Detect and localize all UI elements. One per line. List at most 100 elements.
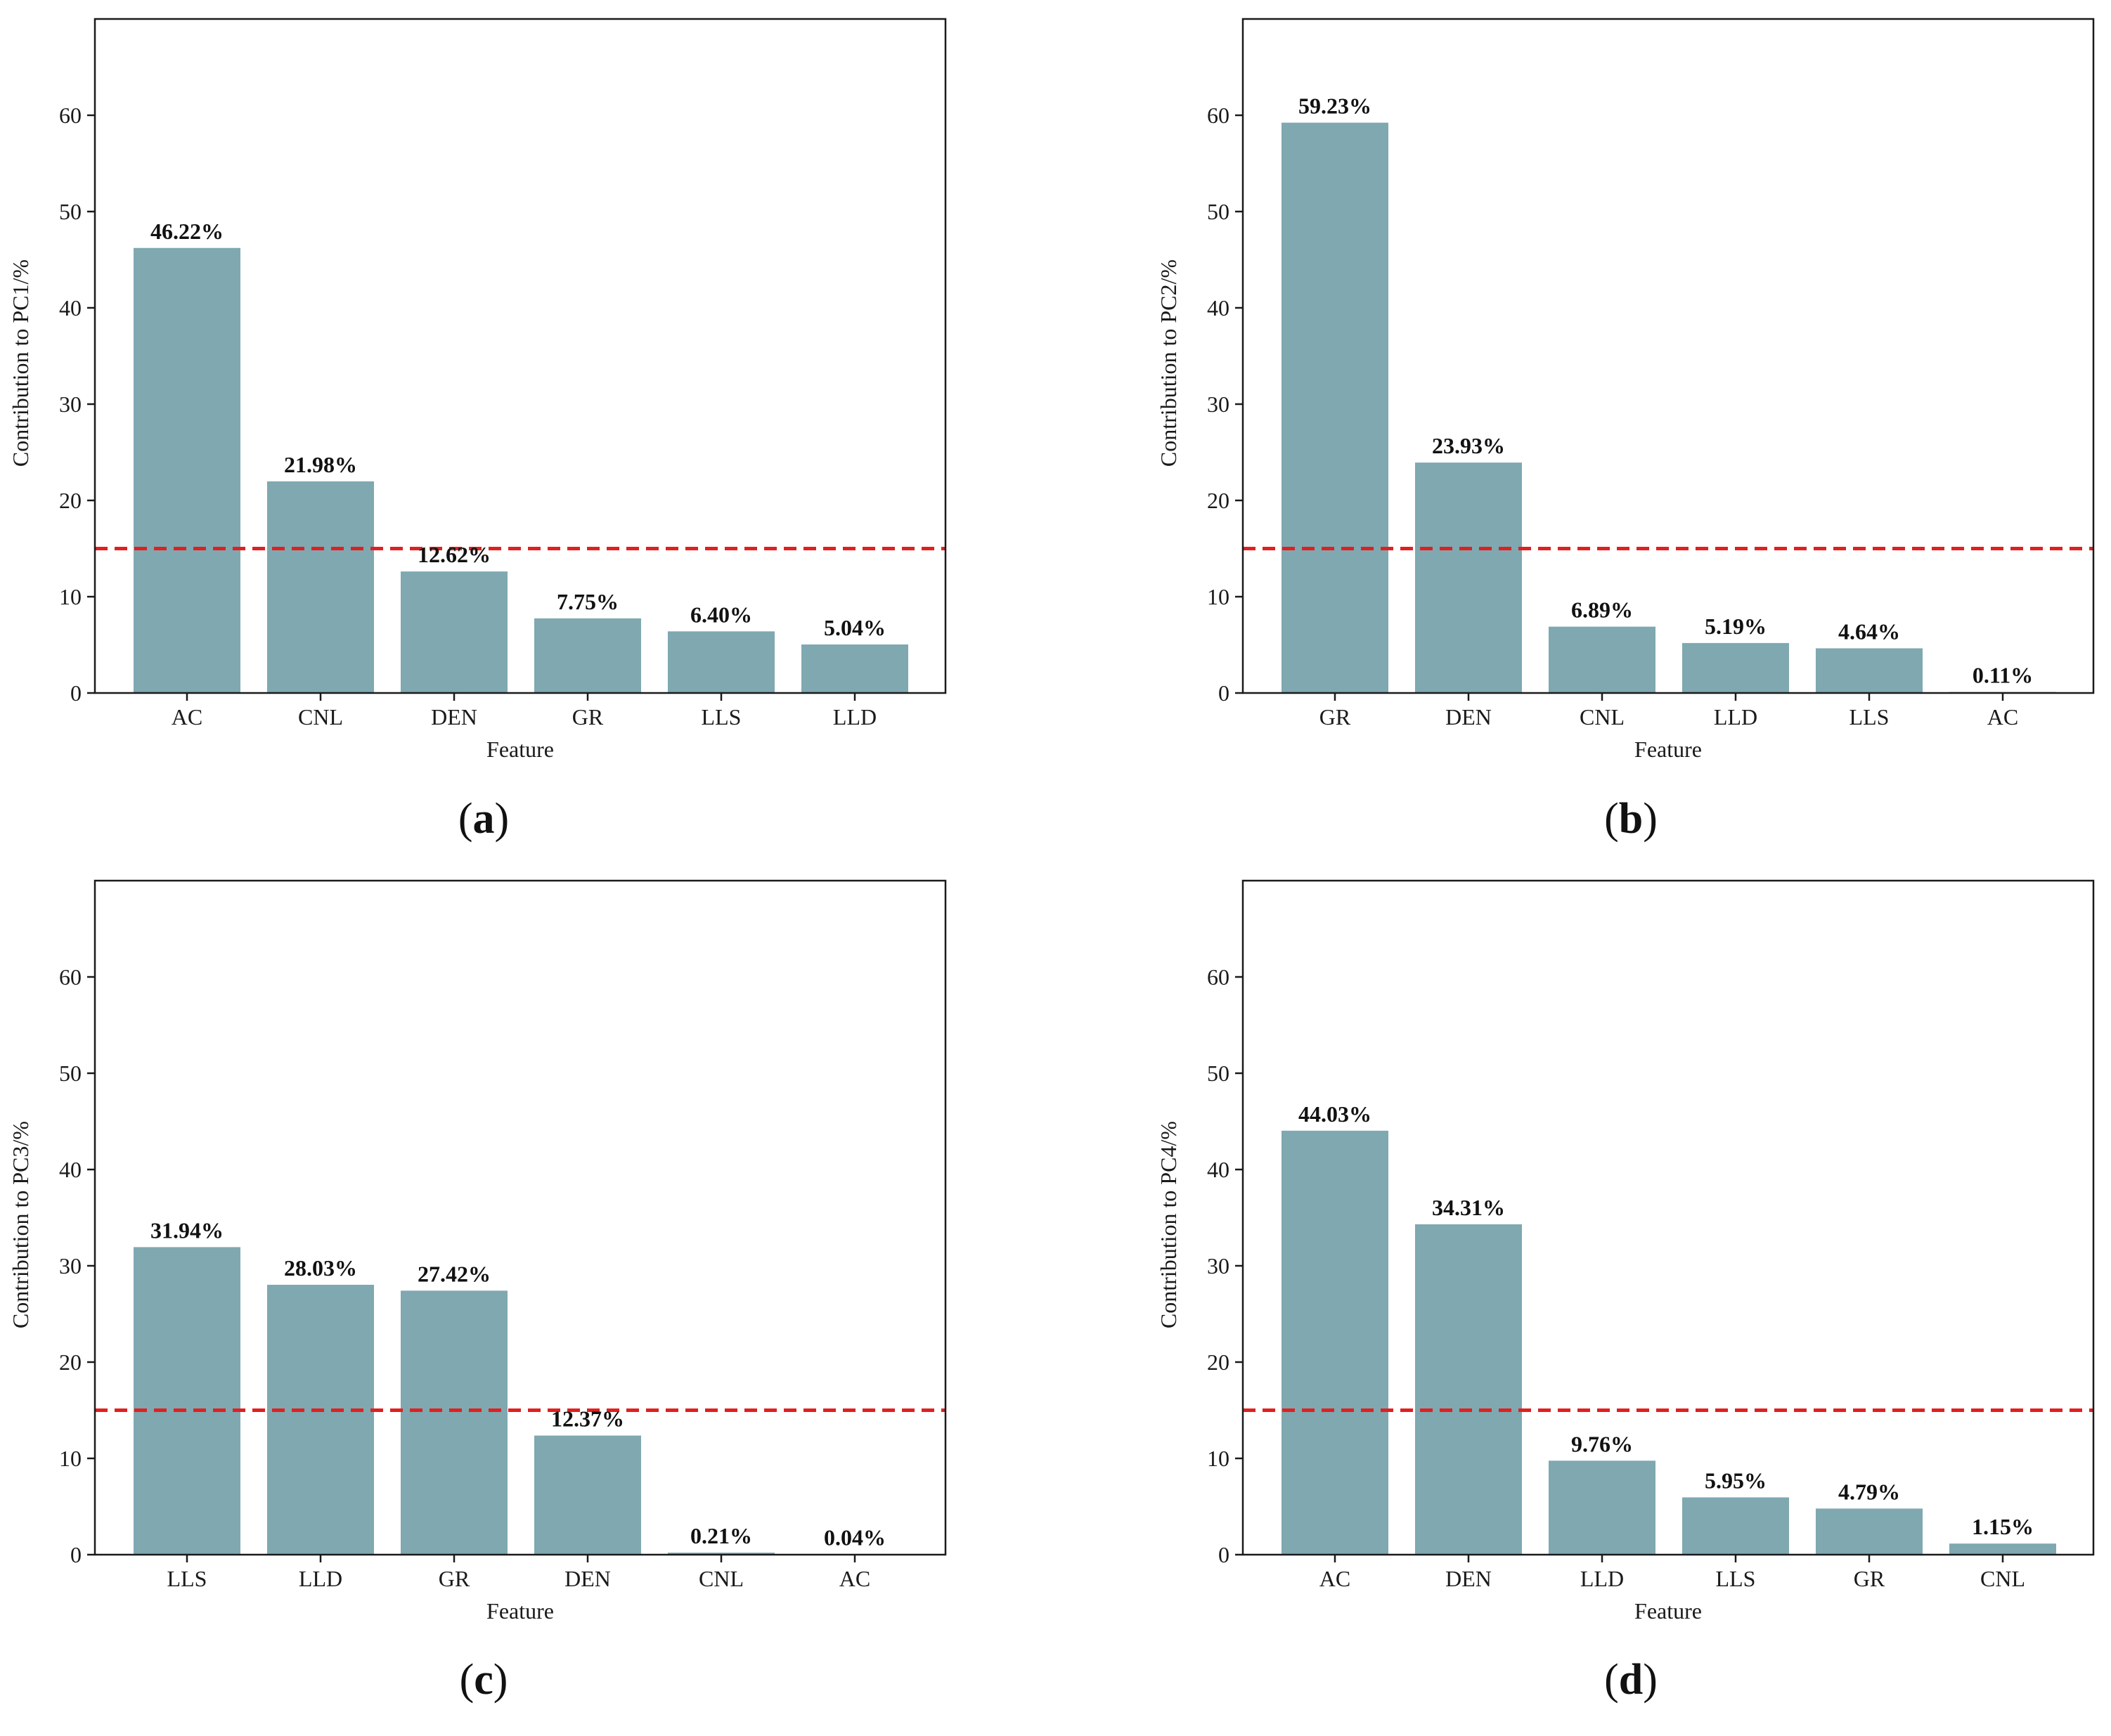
y-tick-label: 60 <box>1207 103 1229 128</box>
y-axis-label: Contribution to PC1/% <box>8 259 33 467</box>
x-tick-label: LLS <box>167 1566 207 1591</box>
bar-den <box>534 1435 641 1555</box>
x-tick-label: DEN <box>431 704 477 730</box>
y-tick-label: 50 <box>59 199 82 224</box>
data-label: 1.15% <box>1972 1514 2034 1539</box>
bar-den <box>1415 462 1522 693</box>
panel-caption-letter: c <box>474 1656 493 1704</box>
y-tick-label: 0 <box>70 1542 82 1567</box>
panel-caption-letter: d <box>1619 1656 1643 1704</box>
y-tick-label: 60 <box>1207 964 1229 990</box>
x-tick-label: AC <box>1987 704 2018 730</box>
x-tick-label: LLS <box>702 704 742 730</box>
y-tick-label: 20 <box>59 1349 82 1375</box>
y-axis-label: Contribution to PC4/% <box>1156 1121 1181 1328</box>
y-tick-label: 40 <box>59 295 82 320</box>
bar-lls <box>1682 1497 1789 1555</box>
y-tick-label: 20 <box>1207 488 1229 513</box>
x-axis-label: Feature <box>1634 1598 1702 1624</box>
x-tick-label: CNL <box>699 1566 744 1591</box>
bar-lls <box>1816 648 1923 693</box>
y-tick-label: 50 <box>1207 199 1229 224</box>
x-tick-label: AC <box>172 704 202 730</box>
x-tick-label: AC <box>1319 1566 1350 1591</box>
bar-gr <box>1282 122 1388 693</box>
x-axis-label: Feature <box>1634 737 1702 762</box>
data-label: 27.42% <box>418 1261 491 1286</box>
bar-lld <box>267 1284 374 1555</box>
bar-ac <box>134 247 240 693</box>
data-label: 7.75% <box>557 589 619 614</box>
y-tick-label: 10 <box>59 584 82 609</box>
x-tick-label: LLD <box>299 1566 342 1591</box>
x-tick-label: CNL <box>298 704 343 730</box>
bar-cnl <box>1549 626 1655 693</box>
x-tick-label: DEN <box>1445 1566 1492 1591</box>
data-label: 23.93% <box>1432 433 1505 458</box>
y-tick-label: 0 <box>70 680 82 706</box>
y-axis-label: Contribution to PC3/% <box>8 1121 33 1328</box>
data-label: 28.03% <box>284 1255 357 1281</box>
y-tick-label: 40 <box>1207 295 1229 320</box>
y-tick-label: 10 <box>59 1446 82 1471</box>
data-label: 9.76% <box>1571 1431 1633 1456</box>
y-tick-label: 10 <box>1207 1446 1229 1471</box>
bar-den <box>401 571 508 693</box>
data-label: 21.98% <box>284 452 357 477</box>
axes-frame <box>1241 879 2095 1556</box>
bar-cnl <box>1949 1543 2056 1555</box>
bar-gr <box>534 618 641 693</box>
data-label: 44.03% <box>1298 1101 1371 1127</box>
data-label: 0.21% <box>690 1523 752 1548</box>
x-tick-label: LLS <box>1849 704 1890 730</box>
bar-lld <box>1682 642 1789 693</box>
x-tick-label: LLD <box>833 704 877 730</box>
data-label: 31.94% <box>150 1217 224 1243</box>
y-tick-label: 20 <box>1207 1349 1229 1375</box>
x-tick-label: LLD <box>1714 704 1757 730</box>
panel-caption: (a) <box>458 795 509 843</box>
panel-caption: (d) <box>1604 1656 1658 1704</box>
x-tick-label: GR <box>1854 1566 1885 1591</box>
bar-ac <box>1282 1130 1388 1555</box>
chart-panel-b: 59.23% 23.93% 6.89% 5.19% 4.64% 0.11% 0 10 20 30 4… <box>1156 18 2095 843</box>
panel-caption: (c) <box>460 1656 508 1704</box>
x-tick-label: AC <box>839 1566 870 1591</box>
y-tick-label: 10 <box>1207 584 1229 609</box>
data-label: 5.95% <box>1705 1468 1767 1493</box>
y-tick-label: 50 <box>59 1061 82 1086</box>
y-tick-label: 20 <box>59 488 82 513</box>
data-label: 4.64% <box>1838 618 1900 644</box>
data-label: 6.89% <box>1571 597 1633 623</box>
data-label: 34.31% <box>1432 1195 1505 1220</box>
bar-den <box>1415 1224 1522 1555</box>
x-tick-label: DEN <box>1445 704 1492 730</box>
y-tick-label: 30 <box>59 391 82 417</box>
y-axis-label: Contribution to PC2/% <box>1156 259 1181 467</box>
panel-caption-letter: a <box>473 795 495 843</box>
y-tick-label: 0 <box>1218 1542 1229 1567</box>
x-axis-label: Feature <box>486 1598 554 1624</box>
x-tick-label: LLD <box>1580 1566 1624 1591</box>
data-label: 0.04% <box>824 1524 886 1550</box>
x-tick-label: CNL <box>1580 704 1625 730</box>
y-tick-label: 40 <box>59 1157 82 1182</box>
bar-lls <box>134 1247 240 1555</box>
data-label: 12.37% <box>551 1406 624 1432</box>
x-axis-label: Feature <box>486 737 554 762</box>
axes-frame <box>1241 18 2095 694</box>
y-tick-label: 60 <box>59 103 82 128</box>
panel-caption-letter: b <box>1619 795 1643 843</box>
data-label: 5.19% <box>1705 614 1767 639</box>
x-tick-label: DEN <box>564 1566 611 1591</box>
x-tick-label: GR <box>439 1566 470 1591</box>
axes-frame <box>93 879 947 1556</box>
bar-lld <box>1549 1460 1655 1555</box>
x-tick-label: GR <box>572 704 604 730</box>
data-label: 46.22% <box>150 219 224 244</box>
axes-frame <box>93 18 947 694</box>
y-tick-label: 30 <box>1207 391 1229 417</box>
chart-panel-d: 44.03% 34.31% 9.76% 5.95% 4.79% 1.15% 0 10 20 30 4… <box>1156 879 2095 1704</box>
bar-gr <box>401 1290 508 1555</box>
